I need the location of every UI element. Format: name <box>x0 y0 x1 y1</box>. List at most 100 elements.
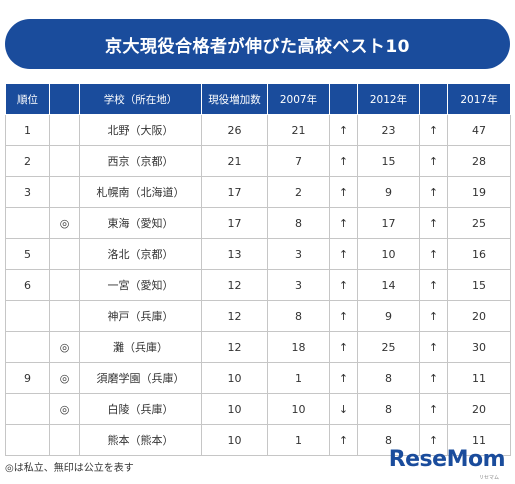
cell-school: 熊本（熊本） <box>79 424 202 456</box>
cell-school: 東海（愛知） <box>79 207 202 239</box>
table-row: 2 西京（京都） 21 7 ↑ 15 ↑ 28 <box>5 145 511 177</box>
cell-rank: 6 <box>5 269 50 301</box>
cell-arrow-2007-2012: ↑ <box>329 207 358 239</box>
cell-2017: 11 <box>447 424 511 456</box>
table-row: 1 北野（大阪） 26 21 ↑ 23 ↑ 47 <box>5 114 511 146</box>
cell-school: 北野（大阪） <box>79 114 202 146</box>
cell-private-mark: ◎ <box>49 331 80 363</box>
cell-increase: 17 <box>201 207 268 239</box>
cell-2017: 28 <box>447 145 511 177</box>
cell-2012: 25 <box>357 331 420 363</box>
cell-2017: 15 <box>447 269 511 301</box>
cell-school: 洛北（京都） <box>79 238 202 270</box>
cell-increase: 26 <box>201 114 268 146</box>
cell-arrow-2012-2017: ↑ <box>419 114 448 146</box>
cell-private-mark <box>49 424 80 456</box>
cell-arrow-2012-2017: ↑ <box>419 300 448 332</box>
cell-rank <box>5 300 50 332</box>
cell-increase: 10 <box>201 393 268 425</box>
cell-2012: 15 <box>357 145 420 177</box>
cell-2012: 8 <box>357 393 420 425</box>
cell-2007: 21 <box>267 114 330 146</box>
cell-2012: 17 <box>357 207 420 239</box>
cell-private-mark <box>49 114 80 146</box>
cell-increase: 12 <box>201 269 268 301</box>
cell-2007: 7 <box>267 145 330 177</box>
table-row: 熊本（熊本） 10 1 ↑ 8 ↑ 11 <box>5 424 511 456</box>
cell-2017: 16 <box>447 238 511 270</box>
cell-2007: 3 <box>267 269 330 301</box>
cell-2012: 10 <box>357 238 420 270</box>
page-title: 京大現役合格者が伸びた高校ベスト10 <box>5 19 510 69</box>
cell-2017: 20 <box>447 300 511 332</box>
table-body: 1 北野（大阪） 26 21 ↑ 23 ↑ 47 2 西京（京都） 21 7 ↑ 15 ↑ 28 3 札幌南（北海… <box>5 114 511 456</box>
cell-arrow-2007-2012: ↑ <box>329 145 358 177</box>
cell-school: 一宮（愛知） <box>79 269 202 301</box>
table-row: ◎ 東海（愛知） 17 8 ↑ 17 ↑ 25 <box>5 207 511 239</box>
table-header-row: 順位 学校（所在地） 現役増加数 2007年 2012年 2017年 <box>5 83 511 115</box>
table-row: 6 一宮（愛知） 12 3 ↑ 14 ↑ 15 <box>5 269 511 301</box>
cell-2007: 10 <box>267 393 330 425</box>
footnote: ◎は私立、無印は公立を表す <box>5 463 134 474</box>
cell-2017: 19 <box>447 176 511 208</box>
cell-2017: 20 <box>447 393 511 425</box>
cell-increase: 10 <box>201 424 268 456</box>
cell-school: 灘（兵庫） <box>79 331 202 363</box>
cell-rank: 5 <box>5 238 50 270</box>
table-row: 9 ◎ 須磨学園（兵庫） 10 1 ↑ 8 ↑ 11 <box>5 362 511 394</box>
resemom-logo-sub: リセマム <box>478 475 499 481</box>
cell-arrow-2007-2012: ↑ <box>329 114 358 146</box>
cell-rank: 2 <box>5 145 50 177</box>
cell-school: 西京（京都） <box>79 145 202 177</box>
cell-school: 須磨学園（兵庫） <box>79 362 202 394</box>
cell-2017: 47 <box>447 114 511 146</box>
cell-private-mark: ◎ <box>49 362 80 394</box>
cell-school: 札幌南（北海道） <box>79 176 202 208</box>
table-row: 3 札幌南（北海道） 17 2 ↑ 9 ↑ 19 <box>5 176 511 208</box>
cell-2012: 8 <box>357 362 420 394</box>
cell-2007: 8 <box>267 207 330 239</box>
cell-arrow-2012-2017: ↑ <box>419 238 448 270</box>
header-school: 学校（所在地） <box>79 83 202 115</box>
cell-2007: 1 <box>267 362 330 394</box>
table-row: 神戸（兵庫） 12 8 ↑ 9 ↑ 20 <box>5 300 511 332</box>
cell-private-mark: ◎ <box>49 207 80 239</box>
cell-arrow-2007-2012: ↑ <box>329 176 358 208</box>
table-row: ◎ 灘（兵庫） 12 18 ↑ 25 ↑ 30 <box>5 331 511 363</box>
cell-increase: 17 <box>201 176 268 208</box>
cell-arrow-2012-2017: ↑ <box>419 207 448 239</box>
header-increase: 現役増加数 <box>201 83 268 115</box>
header-arrow-1 <box>329 83 358 115</box>
cell-arrow-2012-2017: ↑ <box>419 145 448 177</box>
cell-arrow-2012-2017: ↑ <box>419 362 448 394</box>
cell-rank: 3 <box>5 176 50 208</box>
cell-arrow-2007-2012: ↑ <box>329 269 358 301</box>
cell-2007: 3 <box>267 238 330 270</box>
cell-school: 白陵（兵庫） <box>79 393 202 425</box>
cell-2017: 11 <box>447 362 511 394</box>
cell-private-mark <box>49 176 80 208</box>
cell-2007: 8 <box>267 300 330 332</box>
header-arrow-2 <box>419 83 448 115</box>
table-row: 5 洛北（京都） 13 3 ↑ 10 ↑ 16 <box>5 238 511 270</box>
cell-private-mark <box>49 238 80 270</box>
cell-arrow-2007-2012: ↑ <box>329 238 358 270</box>
cell-2012: 14 <box>357 269 420 301</box>
cell-rank <box>5 424 50 456</box>
cell-rank <box>5 393 50 425</box>
cell-arrow-2007-2012: ↑ <box>329 300 358 332</box>
cell-rank <box>5 207 50 239</box>
cell-arrow-2012-2017: ↑ <box>419 331 448 363</box>
cell-increase: 12 <box>201 300 268 332</box>
cell-rank: 9 <box>5 362 50 394</box>
header-2007: 2007年 <box>267 83 330 115</box>
cell-rank <box>5 331 50 363</box>
cell-arrow-2012-2017: ↑ <box>419 176 448 208</box>
cell-arrow-2012-2017: ↑ <box>419 424 448 456</box>
cell-private-mark <box>49 300 80 332</box>
cell-arrow-2007-2012: ↓ <box>329 393 358 425</box>
ranking-table: 順位 学校（所在地） 現役増加数 2007年 2012年 2017年 1 北野（大… <box>5 83 511 456</box>
cell-2007: 18 <box>267 331 330 363</box>
cell-2012: 9 <box>357 300 420 332</box>
cell-2007: 2 <box>267 176 330 208</box>
